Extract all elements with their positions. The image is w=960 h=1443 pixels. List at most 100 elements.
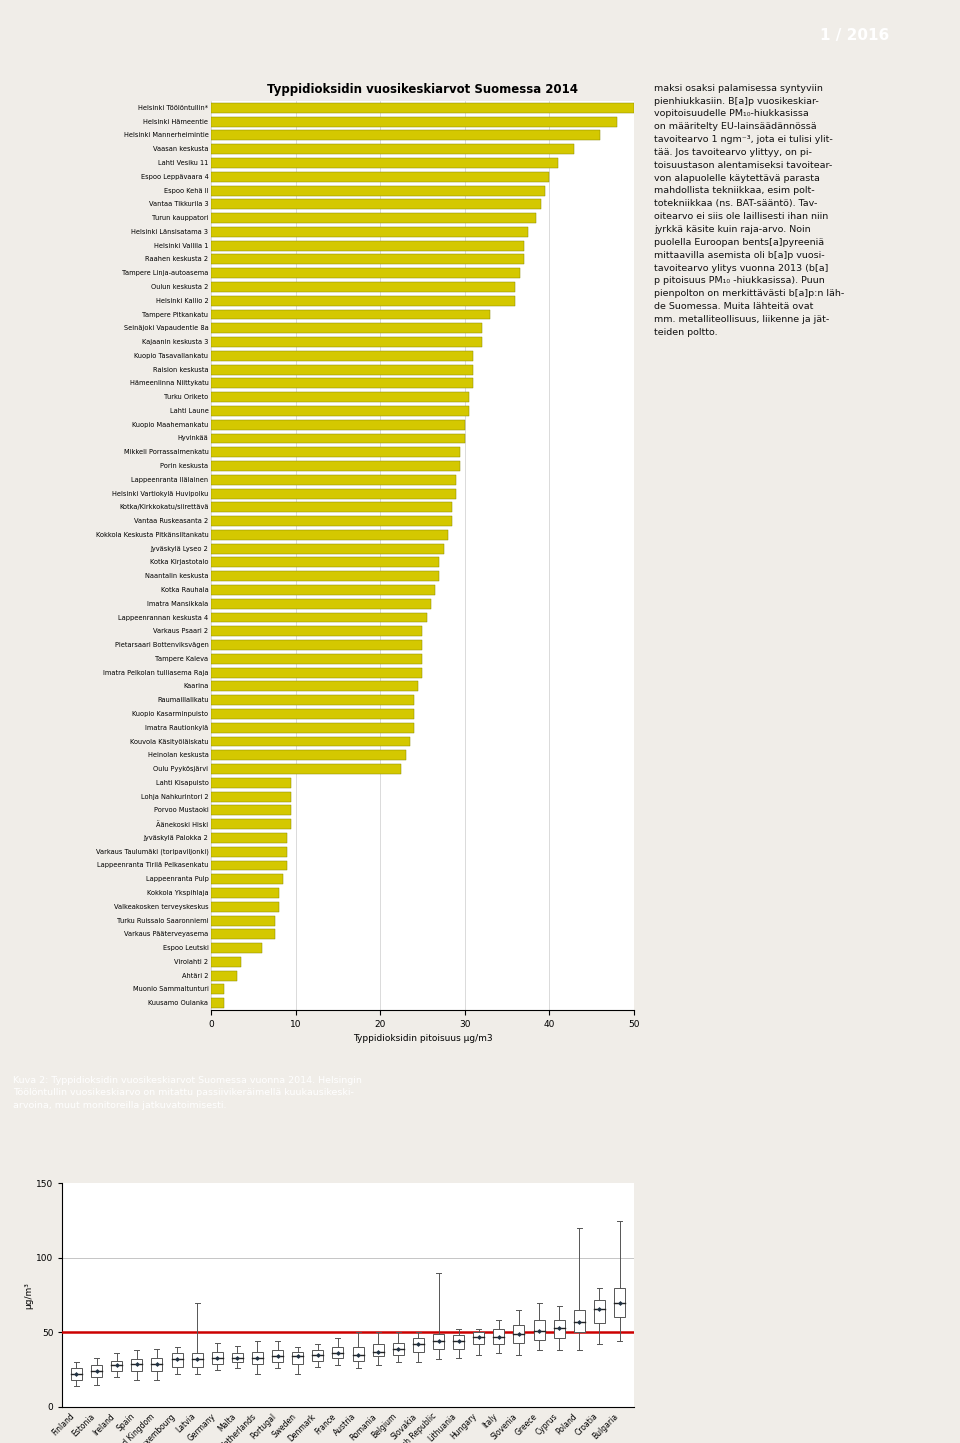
Text: Kuva 2: Typpidioksidin vuosikeskiarvot Suomessa vuonna 2014. Helsingin
Töölöntul: Kuva 2: Typpidioksidin vuosikeskiarvot S…: [12, 1075, 362, 1110]
Bar: [172, 1354, 182, 1367]
Bar: [211, 750, 405, 760]
Bar: [332, 1348, 344, 1358]
Bar: [211, 530, 447, 540]
Bar: [211, 447, 461, 457]
Bar: [211, 860, 287, 870]
Bar: [91, 1365, 102, 1377]
Bar: [232, 1354, 243, 1362]
Bar: [211, 392, 468, 403]
Bar: [393, 1343, 404, 1355]
Bar: [534, 1320, 544, 1339]
Bar: [211, 489, 456, 498]
Bar: [211, 517, 452, 527]
Bar: [132, 1359, 142, 1371]
Bar: [211, 571, 440, 582]
Bar: [211, 186, 545, 195]
X-axis label: Typpidioksidin pitoisuus µg/m3: Typpidioksidin pitoisuus µg/m3: [352, 1035, 492, 1043]
Bar: [211, 433, 465, 443]
Bar: [211, 102, 634, 113]
Bar: [71, 1368, 82, 1380]
Bar: [211, 792, 292, 801]
Bar: [211, 696, 414, 706]
Bar: [211, 584, 435, 595]
Text: maksi osaksi palamisessa syntyviin
pienhiukkasiin. B[a]p vuosikeskiar-
vopitoisu: maksi osaksi palamisessa syntyviin pienh…: [654, 84, 844, 336]
Bar: [211, 310, 490, 319]
Bar: [211, 241, 524, 251]
Bar: [211, 227, 528, 237]
Bar: [211, 557, 440, 567]
Bar: [211, 765, 401, 773]
Bar: [211, 805, 292, 815]
Bar: [211, 971, 236, 981]
Bar: [211, 502, 452, 512]
Bar: [211, 833, 287, 843]
Text: 1 / 2016: 1 / 2016: [820, 29, 889, 43]
Bar: [211, 462, 461, 470]
Bar: [211, 847, 287, 857]
Bar: [111, 1361, 122, 1371]
Bar: [292, 1352, 303, 1364]
Bar: [614, 1287, 625, 1317]
Bar: [211, 338, 482, 346]
Bar: [211, 281, 516, 291]
Bar: [272, 1351, 283, 1362]
Bar: [211, 172, 549, 182]
Bar: [211, 268, 519, 278]
Bar: [211, 641, 422, 649]
Title: Typpidioksidin vuosikeskiarvot Suomessa 2014: Typpidioksidin vuosikeskiarvot Suomessa …: [267, 82, 578, 95]
Bar: [211, 144, 574, 154]
Bar: [211, 599, 431, 609]
Bar: [252, 1352, 263, 1364]
Bar: [211, 778, 292, 788]
Bar: [413, 1338, 424, 1352]
Bar: [554, 1320, 564, 1338]
Bar: [453, 1335, 464, 1349]
Bar: [152, 1358, 162, 1371]
Bar: [211, 999, 224, 1009]
Bar: [574, 1310, 585, 1332]
Bar: [211, 296, 516, 306]
Bar: [211, 199, 540, 209]
Bar: [211, 214, 537, 224]
Bar: [493, 1329, 504, 1345]
Bar: [372, 1345, 384, 1356]
Bar: [211, 254, 524, 264]
Bar: [594, 1300, 605, 1323]
Bar: [211, 405, 468, 416]
Bar: [211, 874, 283, 885]
Bar: [211, 723, 414, 733]
Bar: [211, 820, 292, 830]
Bar: [433, 1333, 444, 1349]
Bar: [211, 544, 444, 554]
Bar: [514, 1325, 524, 1343]
Bar: [192, 1354, 203, 1367]
Bar: [211, 957, 241, 967]
Bar: [211, 323, 482, 333]
Bar: [211, 626, 422, 636]
Bar: [211, 944, 262, 952]
Bar: [211, 736, 410, 746]
Bar: [211, 475, 456, 485]
Bar: [211, 916, 275, 925]
Bar: [211, 351, 473, 361]
Bar: [352, 1348, 364, 1361]
Bar: [211, 420, 465, 430]
Bar: [312, 1351, 324, 1361]
Bar: [211, 159, 558, 167]
Bar: [212, 1352, 223, 1364]
Bar: [211, 117, 616, 127]
Bar: [473, 1332, 484, 1345]
Bar: [211, 681, 419, 691]
Bar: [211, 929, 275, 939]
Bar: [211, 130, 600, 140]
Bar: [211, 902, 278, 912]
Bar: [211, 984, 224, 994]
Bar: [211, 378, 473, 388]
Bar: [211, 365, 473, 375]
Bar: [211, 709, 414, 719]
Y-axis label: µg/m³: µg/m³: [24, 1281, 34, 1309]
Bar: [211, 613, 426, 622]
Bar: [211, 887, 278, 898]
Bar: [211, 668, 422, 678]
Bar: [211, 654, 422, 664]
